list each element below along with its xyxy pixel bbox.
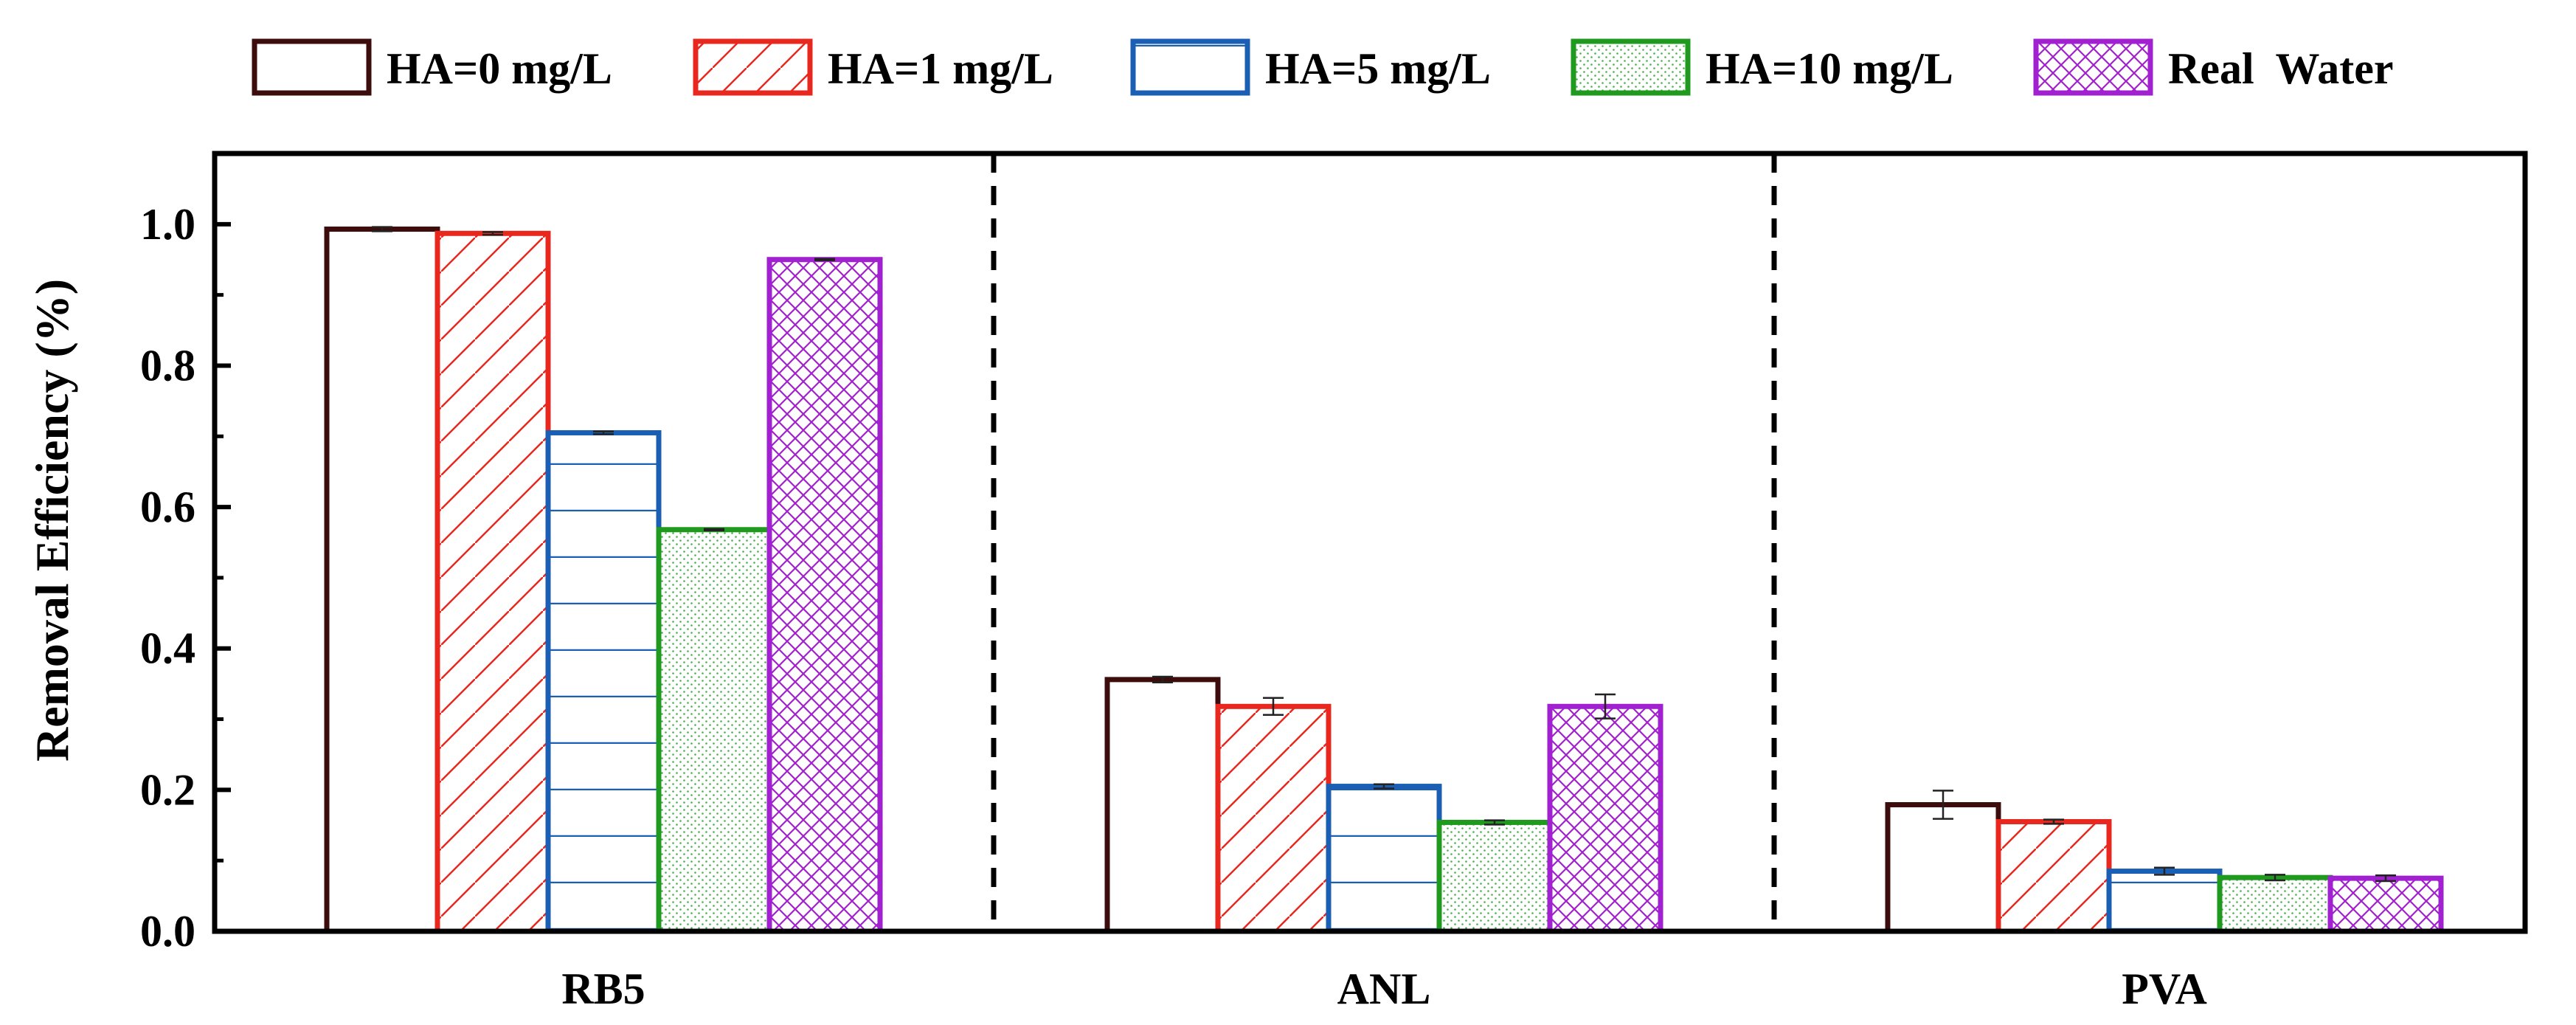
bar-PVA-4 [2327, 875, 2444, 934]
legend-swatch-3 [1571, 38, 1691, 96]
y-tick-label: 0.2 [140, 765, 195, 814]
y-ticks: 0.0 0.2 0.4 0.6 0.8 1.0 [140, 200, 231, 956]
bar-ANL-2 [1326, 784, 1442, 934]
y-tick-label: 0.0 [140, 907, 195, 956]
legend-swatch-2 [1130, 38, 1250, 96]
bar-PVA-3 [2217, 874, 2333, 934]
bars [324, 227, 2444, 934]
bar-ANL-1 [1215, 703, 1332, 934]
bar-RB5-0 [324, 227, 440, 934]
y-tick-label: 0.6 [140, 483, 195, 531]
plot-frame [212, 151, 2528, 934]
bar-ANL-0 [1104, 677, 1221, 934]
y-axis-label: Removal Efficiency (%) [26, 279, 78, 762]
bar-RB5-1 [434, 230, 551, 934]
category-label-RB5: RB5 [561, 964, 645, 1013]
legend-label-0: HA=0 mg/L [387, 44, 612, 93]
legend-swatch-4 [2033, 38, 2153, 96]
legend: HA=0 mg/L HA=1 mg/L HA=5 mg/L HA=10 mg/L Rea… [252, 38, 2393, 96]
category-label-PVA: PVA [2122, 964, 2207, 1013]
category-label-ANL: ANL [1337, 964, 1431, 1013]
bar-RB5-2 [545, 429, 662, 934]
bar-RB5-3 [656, 527, 772, 934]
bar-PVA-0 [1885, 801, 2001, 934]
bar-ANL-3 [1436, 819, 1553, 934]
legend-label-1: HA=1 mg/L [828, 44, 1053, 93]
legend-swatch-0 [252, 38, 372, 96]
bar-PVA-2 [2106, 869, 2223, 934]
y-tick-label: 1.0 [140, 200, 195, 249]
legend-label-4: Real Water [2168, 44, 2393, 93]
bar-ANL-4 [1547, 703, 1663, 934]
bar-RB5-4 [766, 257, 883, 934]
bar-PVA-1 [1995, 818, 2112, 934]
error-bars [372, 226, 2396, 883]
legend-label-2: HA=5 mg/L [1265, 44, 1491, 93]
category-labels: RB5 ANL PVA [561, 964, 2206, 1013]
legend-label-3: HA=10 mg/L [1706, 44, 1953, 93]
y-tick-label: 0.8 [140, 341, 195, 390]
y-tick-label: 0.4 [140, 624, 195, 673]
legend-swatch-1 [693, 38, 813, 96]
